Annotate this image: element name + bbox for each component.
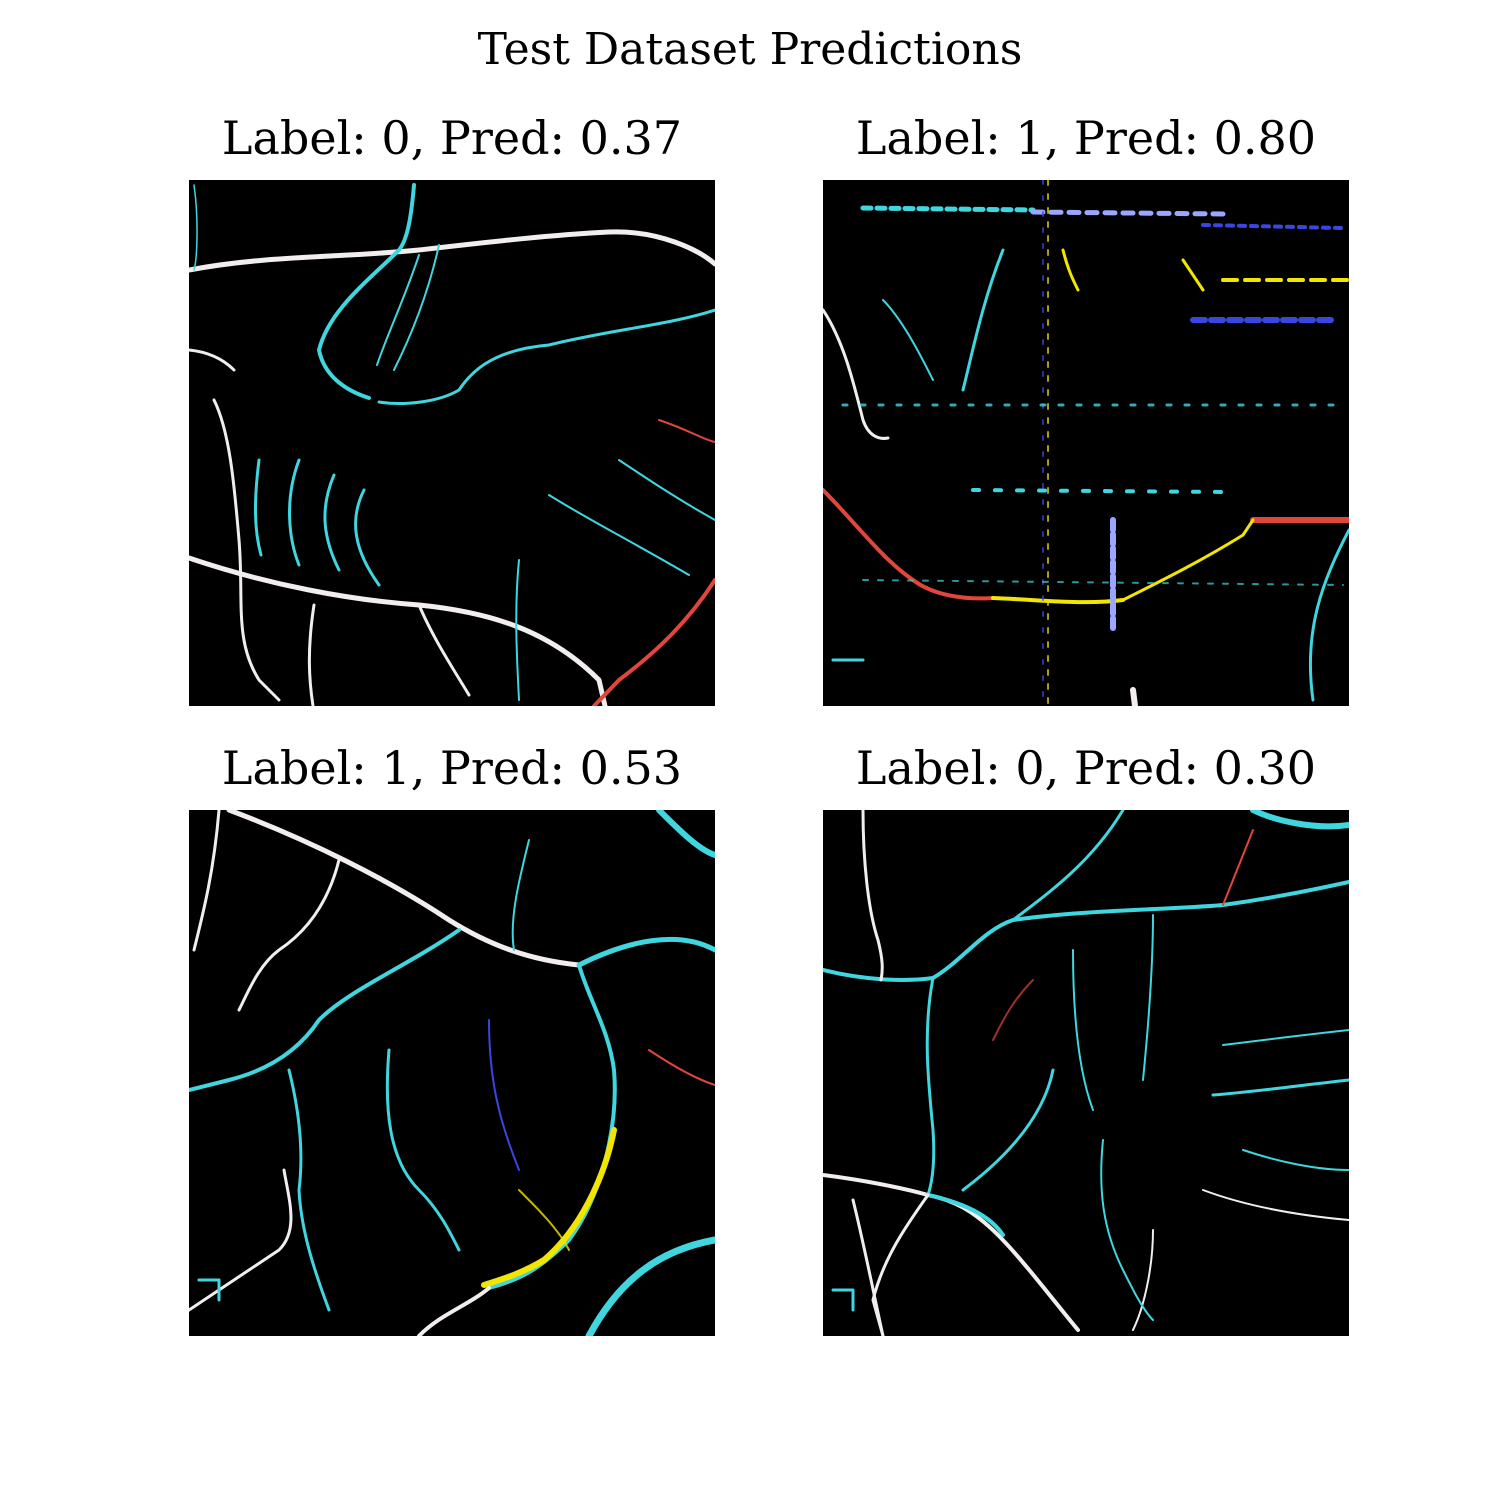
retinal-vessel-image bbox=[189, 810, 715, 1336]
figure-title: Test Dataset Predictions bbox=[477, 24, 1023, 75]
panel-title: Label: 1, Pred: 0.80 bbox=[855, 111, 1317, 165]
panel-title: Label: 0, Pred: 0.30 bbox=[855, 741, 1317, 795]
retinal-vessel-image bbox=[823, 180, 1349, 706]
retinal-vessel-image bbox=[189, 180, 715, 706]
panel-title: Label: 0, Pred: 0.37 bbox=[221, 111, 683, 165]
panel-title: Label: 1, Pred: 0.53 bbox=[221, 741, 683, 795]
retinal-vessel-image bbox=[823, 810, 1349, 1336]
